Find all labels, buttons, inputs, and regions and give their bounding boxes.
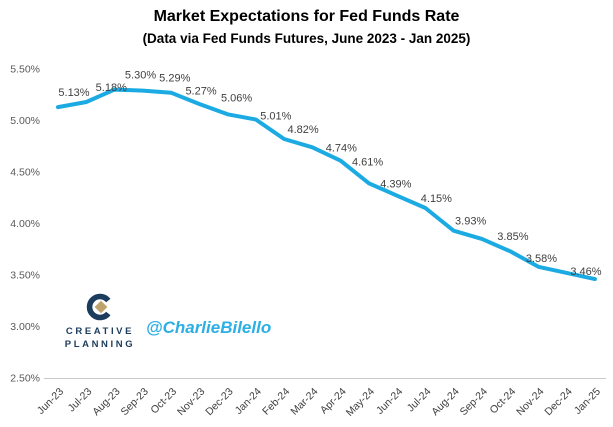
x-axis-label: Sep-24 xyxy=(458,386,491,419)
rate-line xyxy=(56,87,597,282)
x-axis-label: Mar-24 xyxy=(288,386,320,418)
logo-c-icon xyxy=(86,293,111,321)
data-point-label: 3.58% xyxy=(526,253,557,265)
x-axis-label: Jun-23 xyxy=(35,386,66,417)
y-axis-label: 4.00% xyxy=(10,218,40,230)
y-axis-label: 3.50% xyxy=(10,270,40,282)
x-axis-label: Nov-24 xyxy=(514,386,547,419)
y-axis-label: 4.50% xyxy=(10,167,40,179)
data-point-label: 3.93% xyxy=(455,216,486,228)
x-axis-label: Feb-24 xyxy=(260,386,292,418)
x-axis-label: Jan-24 xyxy=(233,386,264,417)
twitter-handle: @CharlieBilello xyxy=(146,318,271,337)
data-point-label: 5.30% xyxy=(125,70,156,82)
chart-subtitle: (Data via Fed Funds Futures, June 2023 -… xyxy=(142,31,471,46)
x-axis-label: Aug-24 xyxy=(429,386,462,419)
x-axis-label: Dec-23 xyxy=(203,386,236,419)
x-axis-label: Nov-23 xyxy=(175,386,208,419)
chart-title: Market Expectations for Fed Funds Rate xyxy=(153,8,460,25)
x-axis-label: Jan-25 xyxy=(572,386,603,417)
plot-area: 5.50%5.00%4.50%4.00%3.50%3.00%2.50%Jun-2… xyxy=(10,64,606,419)
x-axis-label: Oct-23 xyxy=(148,386,179,417)
data-point-label: 5.06% xyxy=(221,92,252,104)
logo-diamond-icon xyxy=(94,300,108,314)
y-axis-label: 5.00% xyxy=(10,115,40,127)
data-point-label: 3.46% xyxy=(570,266,601,278)
x-axis-label: May-24 xyxy=(344,386,377,419)
data-point-label: 4.82% xyxy=(287,124,318,136)
data-point-label: 5.13% xyxy=(58,87,89,99)
x-axis-label: Jun-24 xyxy=(374,386,405,417)
data-point-label: 5.18% xyxy=(96,82,127,94)
data-point-label: 4.61% xyxy=(352,157,383,169)
creative-planning-logo: CREATIVE PLANNING xyxy=(65,293,135,350)
y-axis-label: 5.50% xyxy=(10,64,40,76)
x-axis-label: Sep-23 xyxy=(118,386,151,419)
x-axis-label: Dec-24 xyxy=(542,386,575,419)
y-axis-label: 2.50% xyxy=(10,373,40,385)
x-axis-label: Aug-23 xyxy=(90,386,123,419)
data-point-label: 3.85% xyxy=(497,231,528,243)
y-axis-label: 3.00% xyxy=(10,321,40,333)
data-point-label: 5.27% xyxy=(185,86,216,98)
logo-text-planning: PLANNING xyxy=(65,339,135,350)
logo-text-creative: CREATIVE xyxy=(66,326,134,337)
data-point-label: 5.01% xyxy=(260,110,291,122)
data-point-label: 4.39% xyxy=(380,178,411,190)
data-point-label: 4.15% xyxy=(421,193,452,205)
data-point-label: 5.29% xyxy=(159,73,190,85)
x-axis-label: Oct-24 xyxy=(488,386,519,417)
data-point-label: 4.74% xyxy=(326,142,357,154)
